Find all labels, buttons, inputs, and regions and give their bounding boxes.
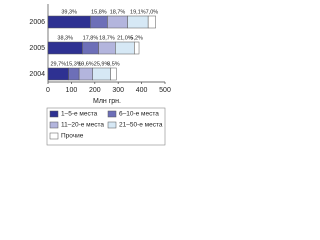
bar-segment (82, 41, 99, 55)
bar-segment (98, 41, 116, 55)
bar-segment (78, 67, 93, 81)
x-tick-label: 500 (159, 87, 171, 94)
data-label: 19,6% (78, 61, 94, 67)
x-tick-label: 100 (66, 87, 78, 94)
legend-swatch (107, 121, 117, 129)
bar-segment (110, 67, 117, 81)
bar-segment (47, 15, 91, 29)
bar-segment (68, 67, 80, 81)
legend-swatch (49, 132, 59, 140)
x-axis-label: Млн грн. (93, 98, 121, 105)
data-label: 8,5% (107, 61, 120, 67)
legend-swatch (49, 121, 59, 129)
data-label: 21,0% (117, 35, 133, 41)
legend-label: 11–20-е места (61, 122, 104, 129)
data-label: 25,9% (94, 61, 110, 67)
legend-label: Прочие (61, 133, 84, 140)
bar-segment (115, 41, 135, 55)
y-tick-label: 2005 (29, 45, 45, 52)
legend-label: 21–50-е места (119, 122, 163, 129)
y-tick-label: 2006 (29, 19, 45, 26)
y-tick-label: 2004 (29, 71, 45, 78)
data-label: 18,7% (99, 35, 115, 41)
bar-segment (92, 67, 111, 81)
data-label: 17,8% (83, 35, 99, 41)
bar-segment (127, 15, 149, 29)
data-label: 29,7% (50, 61, 66, 67)
data-label: 18,7% (110, 9, 126, 15)
bar-segment (47, 41, 83, 55)
data-label: 5,2% (130, 35, 143, 41)
legend-label: 6–10-е места (119, 111, 159, 118)
legend-label: 1–5-е места (61, 111, 98, 118)
bar-segment (90, 15, 108, 29)
data-label: 39,3% (61, 9, 77, 15)
x-tick-label: 0 (46, 87, 50, 94)
data-label: 15,8% (91, 9, 107, 15)
bar-segment (134, 41, 140, 55)
legend-swatch (107, 110, 117, 118)
x-tick-label: 300 (112, 87, 124, 94)
data-label: 15,3% (66, 61, 82, 67)
data-label: 7,0% (146, 9, 159, 15)
x-tick-label: 200 (89, 87, 101, 94)
legend-swatch (49, 110, 59, 118)
legend-box (46, 107, 166, 146)
x-tick-label: 400 (136, 87, 148, 94)
bar-segment (147, 15, 156, 29)
bar-segment (107, 15, 128, 29)
data-label: 19,1% (130, 9, 146, 15)
data-label: 38,3% (57, 35, 73, 41)
bar-segment (47, 67, 69, 81)
